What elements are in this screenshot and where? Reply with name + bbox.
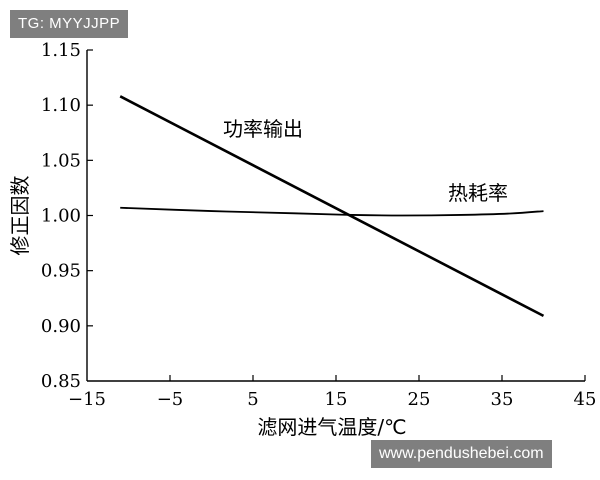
x-axis-title: 滤网进气温度/℃: [257, 415, 406, 439]
series-line-power-output: [119, 95, 545, 318]
watermark-top-left: TG: MYYJJPP: [10, 10, 129, 38]
chart-ticks: 0.85 0.90 0.95 1.00 1.05 1.10 1.15 −15 −5 5 15 25 35…: [41, 40, 597, 410]
chart-axes: [86, 50, 585, 382]
y-tick-label: 1.00: [41, 206, 81, 227]
watermark-bottom-right: www.pendushebei.com: [371, 440, 552, 468]
x-tick-label: −5: [157, 389, 184, 410]
x-tick-label: 45: [574, 389, 597, 410]
y-axis-title: 修正因数: [8, 176, 32, 256]
x-tick-label: 5: [247, 389, 258, 410]
x-tick-label: 35: [491, 389, 514, 410]
series-label-power-output: 功率输出: [223, 117, 303, 141]
y-tick-label: 1.10: [41, 95, 81, 116]
x-tick-label: 25: [408, 389, 431, 410]
series-line-heat-rate: [120, 206, 544, 217]
y-tick-label: 0.95: [41, 261, 81, 282]
y-tick-label: 0.90: [41, 316, 81, 337]
y-tick-label: 0.85: [41, 371, 81, 392]
x-tick-label: 15: [325, 389, 348, 410]
y-tick-label: 1.15: [41, 40, 81, 61]
chart-series: [119, 95, 545, 318]
y-tick-label: 1.05: [41, 150, 81, 171]
series-label-heat-rate: 热耗率: [448, 181, 508, 205]
x-tick-label: −15: [68, 389, 106, 410]
